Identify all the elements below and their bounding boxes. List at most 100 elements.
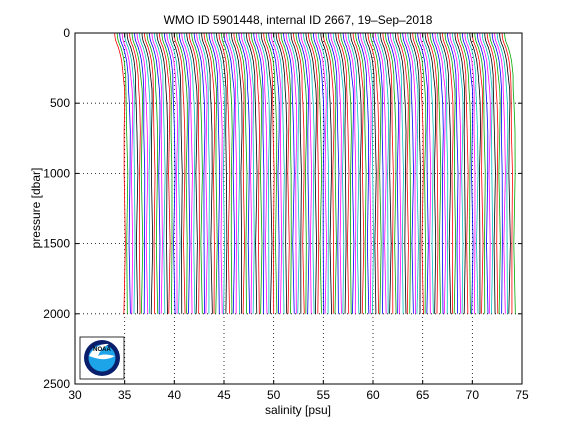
profile-line [134,33,146,314]
profile-line [350,33,362,314]
profile-line [372,33,384,314]
x-tick-label: 70 [466,388,480,402]
profile-line [335,33,347,314]
profile-line [427,33,439,314]
profile-line [223,33,236,314]
profile-line [447,33,459,314]
y-tick-label: 0 [63,26,70,40]
profile-line [253,33,265,314]
profile-line [288,33,300,314]
profile-line [121,33,134,314]
profile-line [248,33,260,314]
profile-line [486,33,499,314]
profile-line [129,33,141,314]
profile-line [119,33,131,314]
profile-line [449,33,462,314]
profile-line [236,33,248,314]
profile-line [444,33,457,314]
profile-line [457,33,469,314]
x-tick-label: 40 [168,388,182,402]
profile-line [166,33,178,314]
profile-line [313,33,325,314]
profile-line [149,33,161,314]
profile-line [298,33,310,314]
profile-line [397,33,409,314]
noaa-logo: NOAA [79,336,125,380]
profile-line [491,33,503,314]
x-tick-label: 45 [217,388,231,402]
y-tick-label: 500 [50,96,70,110]
profile-line [387,33,399,314]
profile-line [216,33,228,314]
profile-line [345,33,357,314]
profile-line [293,33,305,314]
profile-line [183,33,196,314]
axis-ticks [74,32,523,385]
profile-line [432,33,444,314]
logo-bird [89,343,115,360]
profile-line [412,33,424,314]
profile-line [330,33,342,314]
profile-line [310,33,323,314]
profile-line [489,33,501,314]
profile-line [462,33,474,314]
profile-line [394,33,407,314]
profile-line [245,33,258,314]
profile-line [442,33,454,314]
profile-line [201,33,213,314]
profile-line [176,33,188,314]
profile-line [407,33,419,314]
profile-line [213,33,226,314]
profile-line [357,33,370,314]
profile-line [417,33,429,314]
profile-line [389,33,402,314]
profile-line [414,33,427,314]
profile-line [173,33,186,314]
profile-line [419,33,432,314]
profile-line [496,33,509,314]
x-tick-label: 50 [267,388,281,402]
plot-area [74,32,523,385]
profile-line [270,33,283,314]
profile-line [131,33,144,314]
profile-line [233,33,246,314]
x-tick-label: 65 [416,388,430,402]
x-tick-label: 75 [515,388,529,402]
profile-line [484,33,496,314]
profile-line [464,33,476,314]
profile-line [365,33,377,314]
x-axis-label: salinity [psu] [265,403,331,417]
profile-line [193,33,206,314]
profile-line [208,33,221,314]
profile-line [437,33,449,314]
profile-line [250,33,263,314]
profile-line [124,33,136,314]
profile-line [409,33,421,314]
profile-line [367,33,380,314]
profile-line [161,33,173,314]
profile-line [347,33,360,314]
x-tick-label: 60 [366,388,380,402]
profile-line [332,33,345,314]
profile-line [439,33,452,314]
profile-line [325,33,337,314]
x-tick-label: 30 [68,388,82,402]
y-tick-label: 2500 [43,377,70,391]
profile-line [385,33,397,314]
profile-line [268,33,280,314]
profile-line [265,33,278,314]
profile-line [404,33,417,314]
profile-line [399,33,411,314]
profile-line [283,33,295,314]
y-axis-label: pressure [dbar] [29,168,43,249]
profile-line [499,33,511,314]
profile-line [377,33,390,314]
profile-line [178,33,191,314]
profile-line [154,33,166,314]
profile-line [151,33,163,314]
profile-line [327,33,340,314]
profile-line [275,33,288,314]
profile-line [285,33,298,314]
profile-line [474,33,486,314]
